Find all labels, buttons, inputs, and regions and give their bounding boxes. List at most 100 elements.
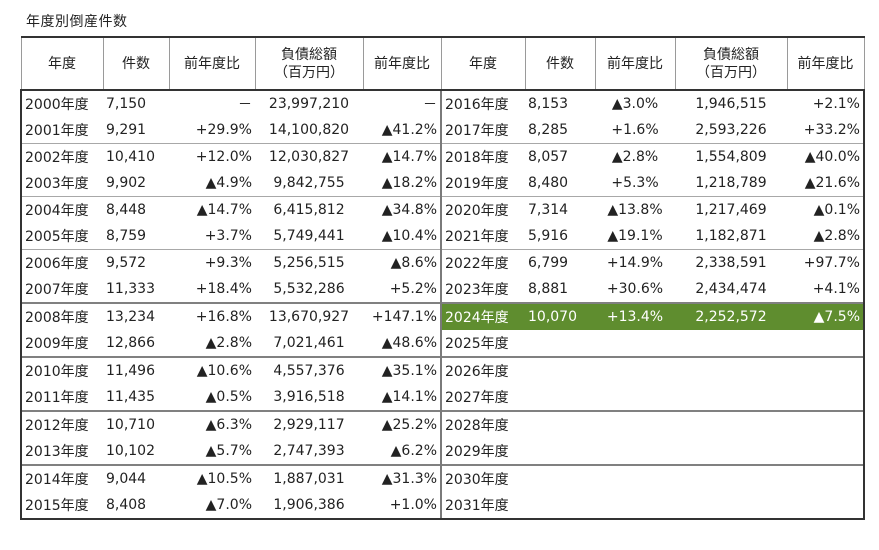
debt-yoy-cell: － xyxy=(363,89,441,117)
count-yoy-cell: ▲10.5% xyxy=(169,464,255,492)
count-yoy-cell xyxy=(595,330,675,357)
debt-yoy-cell: +4.1% xyxy=(787,276,865,303)
table-row: 2002年度 10,410 +12.0% 12,030,827 ▲14.7% 2018年度… xyxy=(20,143,865,170)
count-cell: 8,881 xyxy=(528,281,569,297)
year-cell: 2017年度 xyxy=(440,117,525,144)
debt-cell: 1,887,031 xyxy=(255,464,363,492)
count-yoy-cell: +13.4% xyxy=(595,302,675,330)
count-yoy-cell: +3.7% xyxy=(204,228,252,244)
debt-cell: 1,554,809 xyxy=(675,143,787,170)
count-cell: 7,314 xyxy=(525,196,595,223)
year-cell: 2006年度 xyxy=(20,249,103,276)
count-cell xyxy=(525,330,595,357)
table-row: 2013年度 10,102 ▲5.7% 2,747,393 ▲6.2% 2029年度 xyxy=(20,438,865,465)
year-cell: 2002年度 xyxy=(20,143,103,170)
debt-yoy-cell: ▲34.8% xyxy=(363,196,441,223)
debt-cell xyxy=(675,330,787,357)
count-cell: 11,435 xyxy=(106,389,155,405)
year-cell: 2020年度 xyxy=(440,196,525,223)
debt-cell xyxy=(675,438,787,465)
header-count: 件数 xyxy=(102,36,170,91)
count-cell: 7,150 xyxy=(103,89,169,117)
debt-cell: 1,217,469 xyxy=(675,196,787,223)
debt-yoy-cell: ▲2.8% xyxy=(787,223,865,250)
header-debt: 負債総額 （百万円） xyxy=(254,36,364,91)
table-row: 2005年度 8,759 +3.7% 5,749,441 ▲10.4% 2021年度 5,9… xyxy=(20,223,865,250)
table-row: 2011年度 11,435 ▲0.5% 3,916,518 ▲14.1% 2027年度 xyxy=(20,384,865,411)
count-yoy-cell xyxy=(595,464,675,492)
count-cell: 6,799 xyxy=(525,249,595,276)
count-yoy-cell: ▲3.0% xyxy=(595,89,675,117)
debt-cell: 1,946,515 xyxy=(675,89,787,117)
debt-cell: 2,747,393 xyxy=(273,443,345,459)
count-cell: 10,710 xyxy=(103,410,169,438)
count-yoy-cell: ▲14.7% xyxy=(169,196,255,223)
debt-cell: 5,749,441 xyxy=(273,228,345,244)
count-cell: 11,496 xyxy=(103,356,169,384)
count-yoy-cell: ▲2.8% xyxy=(595,143,675,170)
count-yoy-cell: － xyxy=(169,89,255,117)
debt-cell: 6,415,812 xyxy=(255,196,363,223)
count-yoy-cell: ▲4.9% xyxy=(205,175,252,191)
header-count-yoy: 前年度比 xyxy=(594,36,676,91)
count-yoy-cell: +1.6% xyxy=(611,122,659,138)
count-cell: 9,291 xyxy=(106,122,147,138)
table-row: 2004年度 8,448 ▲14.7% 6,415,812 ▲34.8% 2020年度 7,… xyxy=(20,196,865,223)
count-yoy-cell: +16.8% xyxy=(169,302,255,330)
debt-yoy-cell: +97.7% xyxy=(787,249,865,276)
debt-cell: 14,100,820 xyxy=(268,122,350,138)
debt-cell: 2,434,474 xyxy=(695,281,767,297)
debt-yoy-cell: ▲6.2% xyxy=(390,443,437,459)
debt-yoy-cell: ▲21.6% xyxy=(787,170,865,197)
table-row: 2014年度 9,044 ▲10.5% 1,887,031 ▲31.3% 2030年度 xyxy=(20,464,865,492)
count-yoy-cell: +29.9% xyxy=(195,122,252,138)
count-cell: 8,153 xyxy=(525,89,595,117)
debt-yoy-cell xyxy=(787,384,865,411)
year-cell: 2024年度 xyxy=(440,302,525,330)
debt-yoy-cell: ▲10.4% xyxy=(381,228,437,244)
count-cell xyxy=(525,356,595,384)
count-yoy-cell: ▲0.5% xyxy=(205,389,252,405)
debt-cell: 12,030,827 xyxy=(255,143,363,170)
debt-yoy-cell: +5.2% xyxy=(389,281,437,297)
debt-yoy-cell xyxy=(787,330,865,357)
table-row: 2012年度 10,710 ▲6.3% 2,929,117 ▲25.2% 2028年度 xyxy=(20,410,865,438)
debt-yoy-cell: ▲18.2% xyxy=(381,175,437,191)
count-cell: 10,410 xyxy=(103,143,169,170)
count-yoy-cell: ▲6.3% xyxy=(169,410,255,438)
debt-yoy-cell: +147.1% xyxy=(363,302,441,330)
debt-cell xyxy=(675,384,787,411)
debt-cell: 1,906,386 xyxy=(255,492,363,520)
header-debt: 負債総額 （百万円） xyxy=(674,36,788,91)
count-yoy-cell xyxy=(595,410,675,438)
year-cell: 2018年度 xyxy=(440,143,525,170)
year-cell: 2003年度 xyxy=(20,170,103,197)
count-yoy-cell xyxy=(595,356,675,384)
header-count: 件数 xyxy=(524,36,596,91)
count-cell: 9,044 xyxy=(103,464,169,492)
table-row: 2015年度 8,408 ▲7.0% 1,906,386 +1.0% 2031年度 xyxy=(20,492,865,520)
count-cell: 9,572 xyxy=(103,249,169,276)
debt-yoy-cell: ▲35.1% xyxy=(363,356,441,384)
table-row: 2001年度 9,291 +29.9% 14,100,820 ▲41.2% 2017年度 8… xyxy=(20,117,865,144)
year-cell: 2014年度 xyxy=(20,464,103,492)
year-cell: 2004年度 xyxy=(20,196,103,223)
year-cell: 2031年度 xyxy=(440,492,525,520)
header-debt-label: 負債総額 xyxy=(703,46,759,63)
year-cell: 2023年度 xyxy=(440,276,525,303)
year-cell: 2010年度 xyxy=(20,356,103,384)
debt-yoy-cell: ▲8.6% xyxy=(363,249,441,276)
year-cell: 2030年度 xyxy=(440,464,525,492)
year-cell: 2022年度 xyxy=(440,249,525,276)
debt-cell: 5,256,515 xyxy=(255,249,363,276)
year-cell: 2025年度 xyxy=(440,330,525,357)
year-cell: 2015年度 xyxy=(20,492,103,520)
count-yoy-cell xyxy=(595,438,675,465)
year-cell: 2021年度 xyxy=(440,223,525,250)
count-cell: 8,408 xyxy=(103,492,169,520)
table-row: 2008年度 13,234 +16.8% 13,670,927 +147.1% 2024年… xyxy=(20,302,865,330)
debt-cell xyxy=(675,492,787,520)
debt-cell: 1,218,789 xyxy=(695,175,767,191)
year-cell: 2028年度 xyxy=(440,410,525,438)
count-yoy-cell: +30.6% xyxy=(606,281,664,297)
